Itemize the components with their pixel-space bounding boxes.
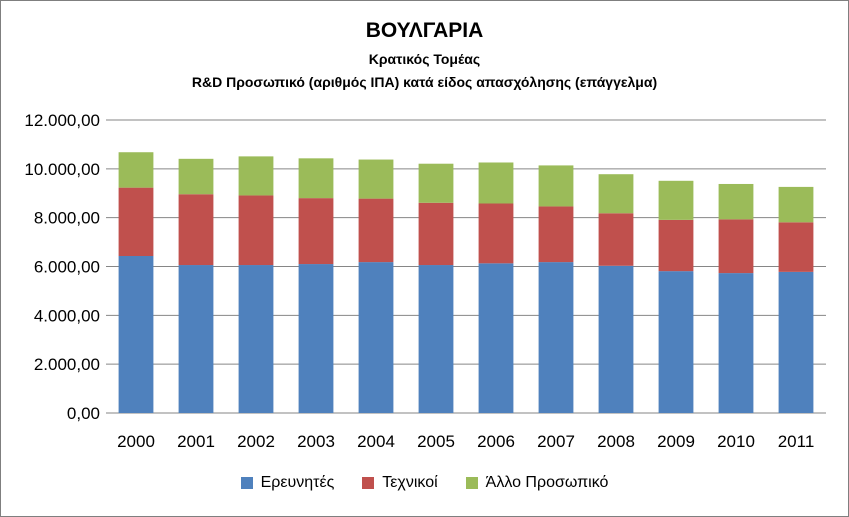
bar-segment-other-staff — [598, 174, 634, 214]
bar-segment-researchers — [178, 265, 214, 413]
x-tick-label: 2009 — [657, 432, 695, 451]
bar-segment-technicians — [778, 222, 814, 272]
x-tick-label: 2008 — [597, 432, 635, 451]
bar-segment-researchers — [358, 262, 394, 413]
legend-item-researchers: Ερευνητές — [240, 474, 335, 492]
x-tick-label: 2006 — [477, 432, 515, 451]
x-tick-label: 2002 — [237, 432, 275, 451]
legend-swatch-other-staff — [465, 477, 478, 489]
y-tick-label: 2.000,00 — [34, 355, 100, 374]
bar-segment-researchers — [238, 265, 274, 413]
x-tick-label: 2010 — [717, 432, 755, 451]
bar-segment-technicians — [118, 187, 154, 257]
bar-segment-researchers — [118, 256, 154, 413]
bar-segment-other-staff — [658, 180, 694, 220]
bar-segment-technicians — [658, 219, 694, 272]
bar-segment-technicians — [358, 198, 394, 263]
bar-segment-other-staff — [178, 158, 214, 195]
x-tick-label: 2005 — [417, 432, 455, 451]
legend-item-technicians: Τεχνικοί — [362, 474, 438, 492]
x-tick-label: 2011 — [778, 432, 815, 451]
y-tick-label: 10.000,00 — [24, 160, 100, 179]
bar-segment-technicians — [298, 198, 334, 265]
y-tick-label: 12.000,00 — [24, 111, 100, 130]
bar-segment-technicians — [718, 219, 754, 274]
bar-segment-other-staff — [118, 152, 154, 188]
chart-subtitle: Κρατικός Τομέας — [368, 51, 481, 67]
y-tick-label: 8.000,00 — [34, 209, 100, 228]
bar-segment-other-staff — [238, 156, 274, 196]
chart-subtitle-detail: R&D Προσωπικό (αριθμός ΙΠΑ) κατά είδος α… — [191, 74, 658, 90]
chart-title: ΒΟΥΛΓΑΡΙΑ — [365, 19, 484, 42]
x-tick-label: 2004 — [357, 432, 395, 451]
x-tick-label: 2000 — [117, 432, 155, 451]
bar-segment-other-staff — [358, 159, 394, 199]
x-tick-label: 2007 — [537, 432, 575, 451]
bar-segment-researchers — [718, 273, 754, 413]
bar-segment-researchers — [538, 262, 574, 413]
bar-segment-other-staff — [538, 165, 574, 207]
legend-item-other-staff: Άλλο Προσωπικό — [465, 474, 609, 492]
y-tick-label: 0,00 — [67, 404, 100, 423]
x-tick-label: 2003 — [297, 432, 335, 451]
y-tick-label: 6.000,00 — [34, 258, 100, 277]
bar-segment-other-staff — [718, 183, 754, 220]
bar-segment-researchers — [478, 263, 514, 413]
legend-swatch-technicians — [362, 477, 375, 489]
chart-legend: Ερευνητές Τεχνικοί Άλλο Προσωπικό — [0, 474, 849, 492]
bar-segment-researchers — [658, 271, 694, 413]
bar-segment-technicians — [238, 195, 274, 266]
bar-segment-researchers — [418, 265, 454, 413]
bar-segment-other-staff — [478, 162, 514, 204]
bar-segment-researchers — [598, 265, 634, 413]
legend-label-other-staff: Άλλο Προσωπικό — [485, 474, 609, 491]
bar-segment-other-staff — [778, 186, 814, 223]
bar-segment-researchers — [298, 264, 334, 413]
legend-swatch-researchers — [240, 477, 253, 489]
bar-segment-technicians — [598, 213, 634, 266]
legend-label-technicians: Τεχνικοί — [382, 474, 438, 491]
bar-segment-other-staff — [298, 158, 334, 199]
x-tick-label: 2001 — [177, 432, 215, 451]
y-tick-label: 4.000,00 — [34, 306, 100, 325]
bar-segment-technicians — [478, 203, 514, 264]
bar-segment-technicians — [418, 202, 454, 266]
bar-segment-technicians — [178, 194, 214, 266]
bar-segment-researchers — [778, 271, 814, 413]
bar-segment-technicians — [538, 206, 574, 263]
legend-label-researchers: Ερευνητές — [260, 474, 335, 491]
bar-segment-other-staff — [418, 163, 454, 203]
